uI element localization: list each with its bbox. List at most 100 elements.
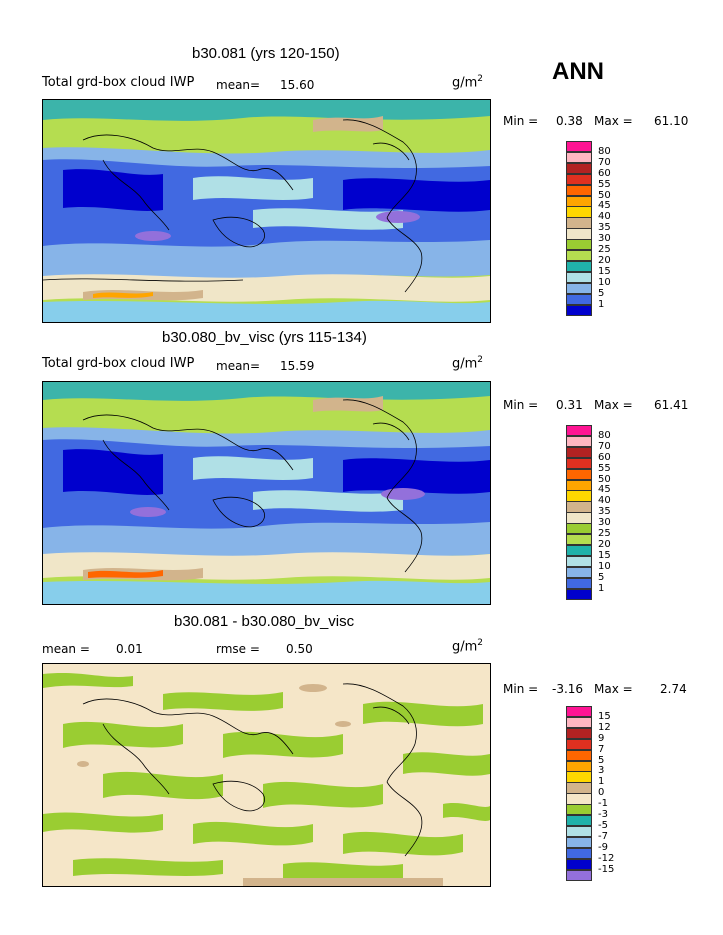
panel-2-unit: g/m2 — [452, 355, 484, 372]
colorbar-swatch — [566, 293, 592, 305]
colorbar-tick-label: 25 — [598, 528, 611, 539]
colorbar-tick-label: 5 — [598, 571, 605, 583]
panel-1-map — [42, 99, 491, 323]
colorbar-swatch — [566, 523, 592, 535]
panel-3-colorbar: 15 12 9 7 5 3 1 0 -1 -3 -5 -7 -9 -12 -15 — [566, 706, 636, 881]
colorbar-tick-label: 12 — [598, 721, 611, 733]
panel-3-rmse-label: rmse = — [216, 642, 260, 656]
colorbar-tick-label: 3 — [598, 765, 605, 777]
panel-2-max-label: Max = — [594, 398, 633, 412]
colorbar-tick-label: -15 — [598, 863, 615, 875]
colorbar-swatch — [566, 804, 592, 816]
panel-1-min-label: Min = — [503, 114, 539, 128]
colorbar-tick-label: 5 — [598, 754, 605, 766]
colorbar-tick-label: 7 — [598, 743, 605, 755]
colorbar-tick-label: 40 — [598, 495, 611, 507]
panel-1-min-value: 0.38 — [556, 114, 583, 128]
colorbar-swatch — [566, 706, 592, 718]
panel-1-title: b30.081 (yrs 120-150) — [192, 45, 340, 62]
colorbar-tick-label: 9 — [598, 732, 605, 744]
panel-1-subtitle: Total grd-box cloud IWP — [42, 75, 195, 90]
colorbar-tick-label: 0 — [598, 787, 605, 799]
colorbar-swatch — [566, 716, 592, 729]
colorbar-tick-label: 25 — [598, 244, 611, 255]
colorbar-swatch — [566, 195, 592, 207]
panel-3-min-value: -3.16 — [552, 682, 584, 696]
colorbar-tick-label: 1 — [598, 776, 605, 788]
colorbar-swatch — [566, 260, 592, 273]
colorbar-swatch — [566, 555, 592, 568]
colorbar-tick-label: 45 — [598, 484, 611, 496]
colorbar-tick-label: 5 — [598, 287, 605, 299]
panel-2-min-label: Min = — [503, 398, 539, 412]
colorbar-tick-label: 40 — [598, 211, 611, 223]
colorbar-swatch — [566, 782, 592, 794]
colorbar-tick-label: 10 — [598, 276, 611, 288]
colorbar-swatch — [566, 825, 592, 838]
colorbar-tick-label: 60 — [598, 451, 611, 463]
panel-3-rmse-value: 0.50 — [286, 642, 313, 656]
colorbar-swatch — [566, 847, 592, 860]
colorbar-swatch — [566, 435, 592, 448]
colorbar-tick-label: 1 — [598, 298, 605, 310]
colorbar-swatch — [566, 217, 592, 229]
panel-1-max-value: 61.10 — [654, 114, 689, 128]
colorbar-tick-label: 55 — [598, 178, 611, 190]
colorbar-swatch — [566, 173, 592, 186]
colorbar-tick-label: -7 — [598, 830, 608, 842]
panel-1-mean-value: 15.60 — [280, 78, 315, 92]
panel-3-min-label: Min = — [503, 682, 539, 696]
colorbar-swatch — [566, 206, 592, 218]
season-label: ANN — [552, 58, 604, 85]
panel-2-mean-label: mean= — [216, 359, 261, 373]
colorbar-tick-label: 10 — [598, 560, 611, 572]
colorbar-tick-label: 60 — [598, 167, 611, 179]
colorbar-tick-label: 30 — [598, 233, 611, 245]
colorbar-swatch — [566, 836, 592, 849]
colorbar-swatch — [566, 588, 592, 600]
colorbar-swatch — [566, 468, 592, 480]
colorbar-tick-label: 35 — [598, 506, 611, 518]
colorbar-tick-label: 55 — [598, 462, 611, 474]
panel-3-map — [42, 663, 491, 887]
colorbar-tick-label: 50 — [598, 189, 611, 201]
colorbar-swatch — [566, 760, 592, 772]
colorbar-tick-label: 70 — [598, 156, 611, 168]
panel-2-colorbar: 80 70 60 55 50 45 40 35 30 25 20 15 10 5 1 — [566, 425, 636, 600]
colorbar-swatch — [566, 250, 592, 262]
colorbar-swatch — [566, 425, 592, 437]
colorbar-tick-label: 80 — [598, 429, 611, 441]
panel-3-max-label: Max = — [594, 682, 633, 696]
colorbar-swatch — [566, 858, 592, 870]
colorbar-tick-label: 1 — [598, 582, 605, 594]
colorbar-tick-label: 80 — [598, 145, 611, 157]
colorbar-tick-label: -3 — [598, 809, 608, 820]
panel-3-mean-label: mean = — [42, 642, 90, 656]
colorbar-swatch — [566, 534, 592, 546]
colorbar-swatch — [566, 869, 592, 881]
colorbar-swatch — [566, 479, 592, 491]
colorbar-tick-label: 15 — [598, 265, 611, 277]
colorbar-swatch — [566, 738, 592, 751]
colorbar-tick-label: 45 — [598, 200, 611, 212]
colorbar-swatch — [566, 282, 592, 295]
panel-1-map-svg — [43, 100, 490, 322]
colorbar-tick-label: 35 — [598, 222, 611, 234]
colorbar-tick-label: 70 — [598, 440, 611, 452]
colorbar-tick-label: 50 — [598, 473, 611, 485]
colorbar-tick-label: 15 — [598, 549, 611, 561]
colorbar-swatch — [566, 304, 592, 316]
colorbar-swatch — [566, 512, 592, 524]
panel-3-max-value: 2.74 — [660, 682, 687, 696]
colorbar-swatch — [566, 141, 592, 153]
colorbar-swatch — [566, 228, 592, 240]
colorbar-tick-label: 30 — [598, 517, 611, 529]
colorbar-swatch — [566, 727, 592, 740]
colorbar-swatch — [566, 815, 592, 827]
colorbar-tick-label: -1 — [598, 798, 608, 810]
colorbar-swatch — [566, 544, 592, 557]
panel-2-map-svg — [43, 382, 490, 604]
colorbar-tick-label: -9 — [598, 841, 608, 853]
colorbar-swatch — [566, 501, 592, 513]
panel-3-mean-value: 0.01 — [116, 642, 143, 656]
